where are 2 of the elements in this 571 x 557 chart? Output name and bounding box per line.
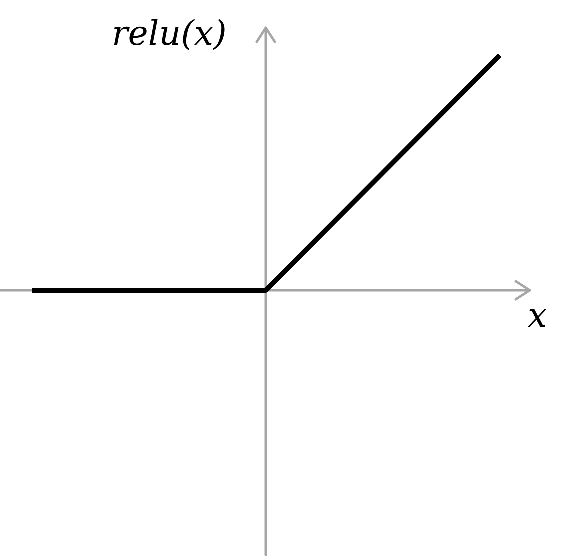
y-axis-title: relu(x) xyxy=(112,14,227,54)
x-axis-title: x xyxy=(528,296,548,336)
